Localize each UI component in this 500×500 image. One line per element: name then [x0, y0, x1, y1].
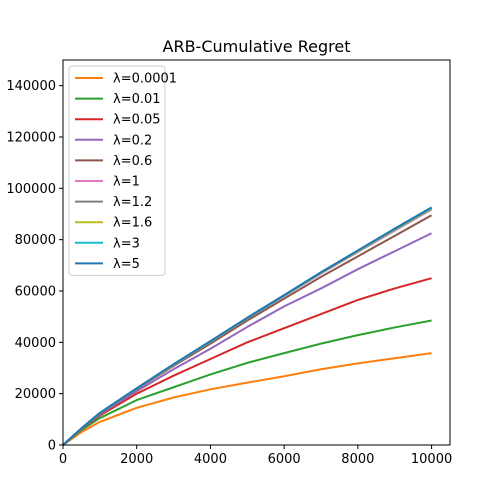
legend-label: λ=1 — [113, 175, 140, 190]
y-tick-label: 60000 — [15, 285, 56, 300]
legend-label: λ=0.05 — [113, 113, 161, 128]
series-layer — [62, 206, 433, 446]
legend-label: λ=0.6 — [113, 154, 152, 169]
x-tick-label: 4000 — [194, 452, 227, 467]
x-tick-label: 0 — [59, 452, 67, 467]
legend-label: λ=0.01 — [113, 92, 161, 107]
legend: λ=0.0001 λ=0.01 λ=0.05 λ=0.2 λ=0.6 λ=1 λ=1.2 λ=… — [68, 65, 177, 276]
plot-frame — [62, 59, 451, 446]
legend-label: λ=1.2 — [113, 195, 152, 210]
series-line — [62, 319, 432, 446]
y-axis: 0 20000 40000 60000 80000 100000 120000 140000 — [6, 79, 63, 454]
legend-label: λ=1.6 — [113, 216, 152, 231]
series-line — [62, 206, 433, 446]
y-tick-label: 20000 — [15, 387, 56, 402]
y-tick-label: 0 — [48, 439, 56, 454]
x-tick-label: 6000 — [268, 452, 301, 467]
y-tick-label: 100000 — [6, 182, 56, 197]
x-tick-label: 8000 — [341, 452, 374, 467]
legend-label: λ=5 — [113, 257, 140, 272]
x-axis: 0 2000 4000 6000 8000 10000 — [59, 445, 452, 467]
legend-label: λ=0.2 — [113, 133, 152, 148]
legend-label: λ=3 — [113, 236, 140, 251]
y-tick-label: 140000 — [6, 79, 56, 94]
chart-title: ARB-Cumulative Regret — [163, 37, 351, 56]
y-tick-label: 120000 — [6, 131, 56, 146]
x-tick-label: 2000 — [120, 452, 153, 467]
legend-label: λ=0.0001 — [113, 72, 177, 87]
y-tick-label: 80000 — [15, 233, 56, 248]
y-tick-label: 40000 — [15, 336, 56, 351]
x-tick-label: 10000 — [411, 452, 452, 467]
series-line — [62, 352, 432, 446]
